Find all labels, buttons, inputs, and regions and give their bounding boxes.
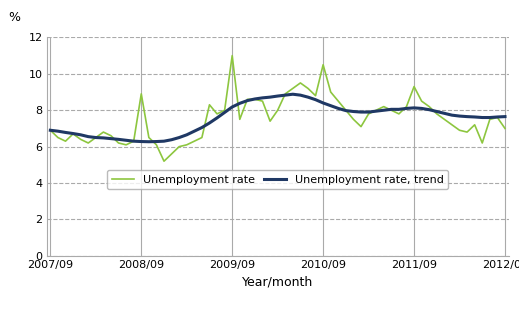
Unemployment rate, trend <box>305 95 311 99</box>
Line: Unemployment rate, trend: Unemployment rate, trend <box>50 94 505 142</box>
Unemployment rate <box>47 129 53 132</box>
Text: %: % <box>8 11 20 24</box>
Line: Unemployment rate: Unemployment rate <box>50 56 505 161</box>
X-axis label: Year/month: Year/month <box>242 275 313 289</box>
Unemployment rate <box>153 143 159 147</box>
Unemployment rate <box>456 129 462 132</box>
Unemployment rate, trend <box>146 140 152 144</box>
Unemployment rate, trend <box>214 116 220 120</box>
Unemployment rate <box>214 112 220 116</box>
Unemployment rate <box>229 54 235 57</box>
Unemployment rate, trend <box>161 139 167 143</box>
Unemployment rate, trend <box>456 114 462 118</box>
Unemployment rate, trend <box>138 140 144 144</box>
Unemployment rate, trend <box>290 92 296 96</box>
Unemployment rate, trend <box>502 115 508 119</box>
Unemployment rate <box>335 99 342 103</box>
Unemployment rate <box>305 86 311 90</box>
Unemployment rate <box>138 92 144 96</box>
Unemployment rate, trend <box>47 129 53 132</box>
Legend: Unemployment rate, Unemployment rate, trend: Unemployment rate, Unemployment rate, tr… <box>107 170 448 189</box>
Unemployment rate <box>161 159 167 163</box>
Unemployment rate <box>502 127 508 130</box>
Unemployment rate, trend <box>335 107 342 110</box>
